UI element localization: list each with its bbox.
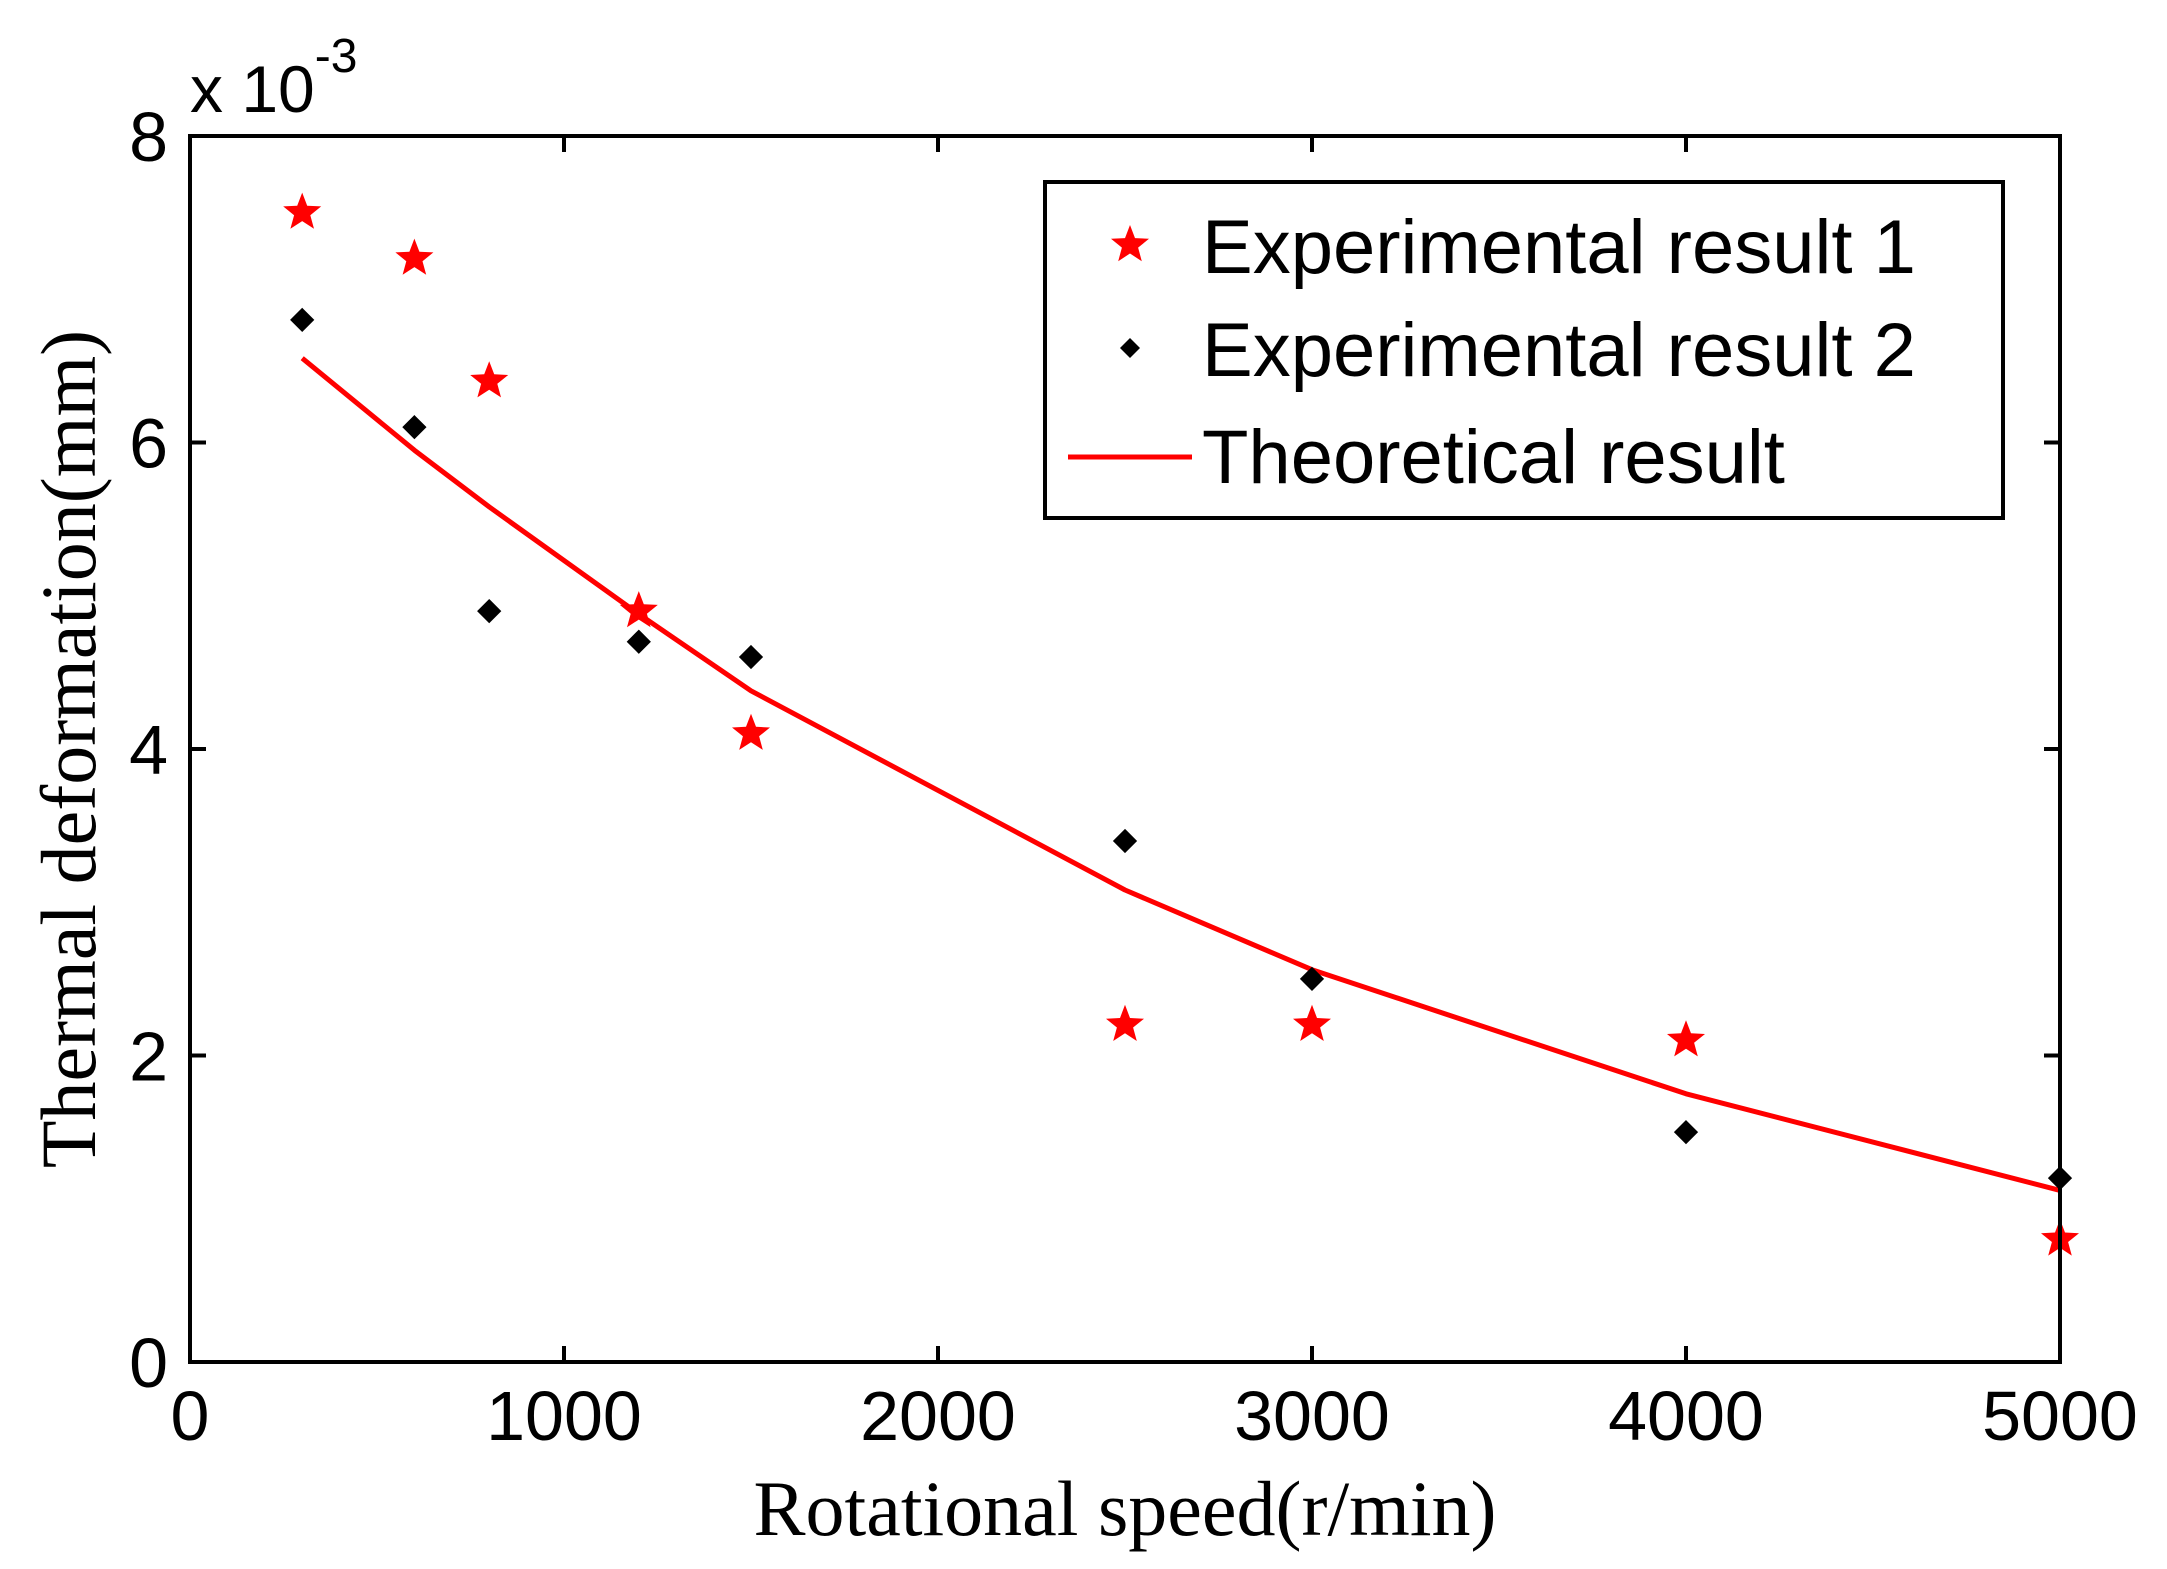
- legend-label-experimental-1: Experimental result 1: [1202, 205, 1916, 290]
- experimental-2-point: [402, 415, 427, 440]
- legend-star-marker: [1111, 225, 1149, 262]
- legend-entry-theoretical: Theoretical result: [1068, 415, 1785, 500]
- svg-text:x 10-3: x 10-3: [190, 30, 357, 126]
- y-exponent-label: x 10-3: [190, 30, 357, 126]
- x-tick-label: 1000: [486, 1377, 642, 1455]
- experimental-1-point: [283, 192, 322, 229]
- experimental-2-point: [1112, 828, 1138, 854]
- experimental-1-point: [732, 713, 770, 750]
- x-tick-label: 2000: [860, 1377, 1016, 1455]
- x-tick-label: 4000: [1608, 1377, 1764, 1455]
- legend-diamond-marker: [1120, 338, 1140, 358]
- x-axis-title: Rotational speed(r/min): [754, 1465, 1497, 1552]
- legend-entry-experimental-2: Experimental result 2: [1120, 308, 1916, 393]
- legend-label-experimental-2: Experimental result 2: [1202, 308, 1916, 393]
- experimental-2-point: [626, 629, 651, 654]
- experimental-1-point: [395, 238, 434, 275]
- legend: Experimental result 1 Experimental resul…: [1043, 180, 2005, 520]
- experimental-1-point: [1106, 1004, 1144, 1041]
- y-tick-label: 2: [129, 1018, 168, 1096]
- theoretical-result-line: [300, 356, 2061, 1193]
- x-tick-label: 3000: [1234, 1377, 1390, 1455]
- x-tick-label: 5000: [1982, 1377, 2138, 1455]
- experimental-2-point: [738, 644, 764, 670]
- experimental-2-point: [1299, 966, 1325, 991]
- y-tick-label: 0: [129, 1324, 168, 1402]
- plot-area-frame: [188, 134, 2062, 1364]
- experimental-2-point: [1673, 1120, 1699, 1145]
- y-tick-label: 4: [129, 711, 168, 789]
- series-layer: [283, 192, 2079, 1256]
- legend-label-theoretical: Theoretical result: [1202, 415, 1785, 500]
- experimental-1-point: [619, 591, 658, 628]
- y-exponent-power: -3: [315, 30, 358, 83]
- legend-box: [1043, 180, 2005, 520]
- experimental-1-point: [1667, 1020, 1705, 1057]
- y-axis-title: Thermal deformation(mm): [25, 330, 112, 1168]
- legend-entry-experimental-1: Experimental result 1: [1111, 205, 1916, 290]
- y-tick-label: 6: [129, 405, 168, 483]
- experimental-2-point: [477, 598, 502, 624]
- x-tick-label: 0: [171, 1377, 210, 1455]
- experimental-2-point: [290, 307, 315, 333]
- tick-labels-layer: 0 1000 2000 3000 4000 5000 0 2 4 6 8: [129, 98, 2138, 1455]
- y-exponent-base: x 10: [190, 52, 315, 126]
- experimental-1-point: [470, 361, 509, 398]
- experimental-1-point: [1293, 1004, 1331, 1041]
- y-tick-label: 8: [129, 98, 168, 176]
